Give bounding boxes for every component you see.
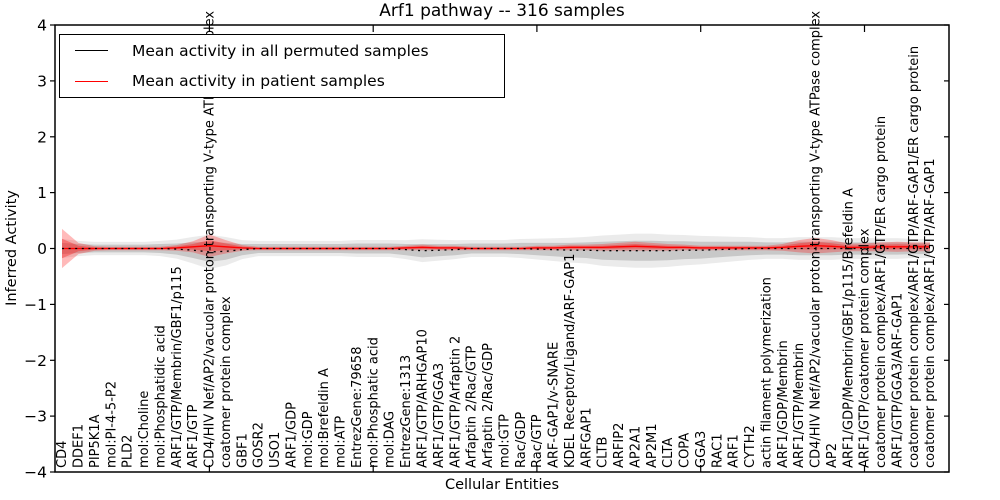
- x-tick-label: ARFIP2: [612, 423, 627, 468]
- x-tick-label: ARF1/GTP/GGA3/ARF-GAP1: [890, 293, 905, 468]
- x-tick-label: ARF1/GDP/Membrin/GBF1/p115/Brefeldin A: [841, 188, 856, 468]
- x-tick-label: PIP5K1A: [88, 414, 103, 468]
- x-tick-label: CLTB: [596, 437, 611, 468]
- y-tick-label: 0: [37, 240, 47, 258]
- x-tick-label: CD4/HIV Nef/AP2/vacuolar proton-transpor…: [809, 11, 824, 468]
- permuted-line-sample-icon: [75, 50, 108, 52]
- x-tick-label: COPA: [678, 433, 693, 468]
- y-tick-label: −4: [24, 464, 47, 482]
- x-tick-label: mol:GTP: [497, 414, 512, 468]
- x-tick-label: ARF1/GTP/ARHGAP10: [416, 329, 431, 468]
- y-tick-label: 2: [37, 128, 47, 146]
- y-axis-label: Inferred Activity: [4, 190, 20, 306]
- x-tick-label: AP2: [825, 443, 840, 468]
- y-tick-label: 4: [37, 17, 47, 35]
- x-tick-label: EntrezGene:1313: [399, 355, 414, 468]
- x-tick-label: ARF1/GTP/GGA3: [432, 363, 447, 468]
- x-tick-label: AP2M1: [645, 424, 660, 469]
- x-tick-label: GBF1: [235, 433, 250, 468]
- legend-label-permuted: Mean activity in all permuted samples: [132, 41, 429, 60]
- legend-item-permuted: Mean activity in all permuted samples: [60, 36, 504, 66]
- x-tick-label: ARF1/GDP/Membrin: [776, 340, 791, 468]
- x-tick-label: USO1: [268, 432, 283, 468]
- x-tick-label: KDEL Receptor/Ligand/ARF-GAP1: [563, 254, 578, 468]
- x-tick-label: mol:Brefeldin A: [317, 368, 332, 468]
- x-tick-label: mol:Phosphatic acid: [366, 337, 381, 468]
- x-tick-label: EntrezGene:79658: [350, 347, 365, 468]
- x-tick-label: Arfaptin 2/Rac/GTP: [465, 345, 480, 468]
- x-tick-label: DDEF1: [72, 424, 87, 468]
- y-tick-label: 1: [37, 184, 47, 202]
- x-tick-label: GOSR2: [252, 422, 267, 468]
- patient-line-sample-icon: [75, 80, 108, 82]
- x-tick-label: coatomer protein complex/ARF1/GTP/ER car…: [874, 116, 889, 468]
- x-tick-label: mol:GDP: [301, 411, 316, 468]
- x-tick-label: coatomer protein complex: [219, 296, 234, 468]
- x-tick-label: CD4: [55, 441, 70, 468]
- x-tick-label: AP2A1: [628, 426, 643, 468]
- x-tick-label: CYTH2: [743, 425, 758, 468]
- x-tick-label: GGA3: [694, 431, 709, 468]
- permuted-std-band: [62, 240, 930, 262]
- x-tick-label: mol:PI-4-5-P2: [104, 381, 119, 468]
- x-tick-label: ARF1/GTP/coatomer protein complex: [858, 228, 873, 468]
- x-tick-label: coatomer protein complex/ARF1/GTP/ARF-GA…: [907, 46, 922, 468]
- x-tick-label: ARF-GAP1/v-SNARE: [547, 342, 562, 468]
- x-tick-label: ARF1/GDP: [285, 402, 300, 468]
- x-tick-label: CLTA: [661, 438, 676, 468]
- x-tick-label: mol:Choline: [137, 391, 152, 468]
- x-tick-label: coatomer protein complex/ARF1/GTP/ARF-GA…: [923, 158, 938, 468]
- x-tick-label: ARF1/GTP: [186, 404, 201, 468]
- legend-item-patient: Mean activity in patient samples: [60, 66, 504, 96]
- x-tick-label: CD4/HIV Nef/AP2/vacuolar proton-transpor…: [203, 11, 218, 468]
- y-tick-label: −2: [24, 352, 47, 370]
- x-tick-label: ARF1: [727, 434, 742, 468]
- x-tick-label: PLD2: [121, 435, 136, 468]
- x-tick-label: actin filament polymerization: [759, 277, 774, 468]
- x-tick-label: Arfaptin 2/Rac/GDP: [481, 343, 496, 468]
- x-tick-label: Rac/GDP: [514, 412, 529, 468]
- y-tick-label: −1: [24, 296, 47, 314]
- x-tick-label: ARF1/GTP/Arfaptin 2: [448, 336, 463, 468]
- patient-mean-line: [62, 245, 930, 250]
- x-tick-label: mol:Phosphatidic acid: [154, 325, 169, 468]
- x-tick-label: Rac/GTP: [530, 414, 545, 468]
- x-tick-label: mol:ATP: [334, 416, 349, 468]
- chart-title: Arf1 pathway -- 316 samples: [379, 1, 625, 21]
- x-tick-label: ARF1/GTP/Membrin/GBF1/p115: [170, 266, 185, 468]
- legend: Mean activity in all permuted samples Me…: [59, 34, 505, 98]
- x-tick-label: ARFGAP1: [579, 408, 594, 468]
- y-tick-label: 3: [37, 72, 47, 90]
- x-tick-label: RAC1: [710, 433, 725, 468]
- legend-label-patient: Mean activity in patient samples: [132, 72, 385, 91]
- x-axis-label: Cellular Entities: [444, 477, 560, 493]
- permuted-std-band-outer: [62, 233, 930, 269]
- x-tick-label: mol:DAG: [383, 411, 398, 468]
- x-tick-label: ARF1/GTP/Membrin: [792, 343, 807, 468]
- y-tick-label: −3: [24, 408, 47, 426]
